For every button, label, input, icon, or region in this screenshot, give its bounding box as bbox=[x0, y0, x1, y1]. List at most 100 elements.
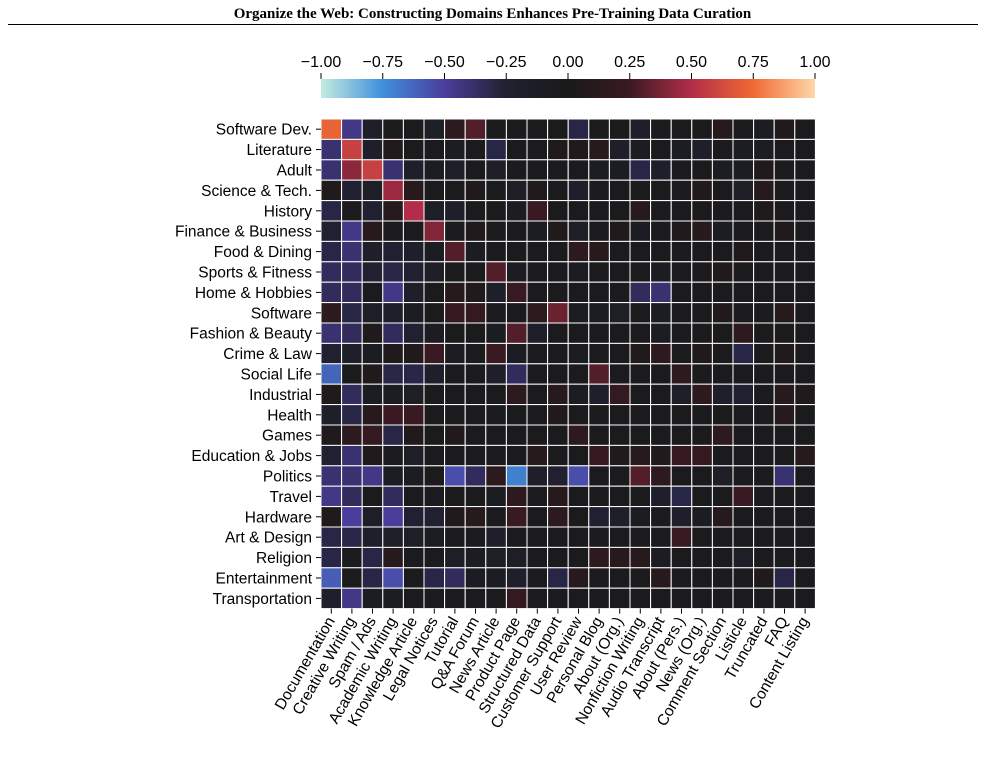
heatmap-cell bbox=[711, 179, 734, 202]
colorbar: −1.00 −0.75 −0.50 −0.25 0.00 0.25 0.50 0.75 1.00 bbox=[301, 54, 831, 98]
heatmap-cell bbox=[753, 567, 775, 589]
heatmap-cell bbox=[402, 220, 425, 242]
heatmap-cell bbox=[753, 138, 775, 161]
heatmap-cell bbox=[361, 383, 384, 406]
heatmap-cell bbox=[773, 465, 796, 487]
heatmap-cell bbox=[650, 444, 672, 467]
heatmap-cell bbox=[382, 220, 404, 242]
heatmap-cell bbox=[608, 240, 631, 263]
heatmap-cell bbox=[608, 526, 631, 548]
heatmap-cell bbox=[588, 404, 610, 426]
heatmap-cell bbox=[773, 322, 796, 344]
row-label: Health bbox=[267, 407, 312, 424]
heatmap-cell bbox=[753, 424, 775, 446]
heatmap-cell bbox=[732, 485, 755, 508]
heatmap-cell bbox=[670, 404, 693, 426]
heatmap-cell bbox=[526, 281, 549, 304]
heatmap-cell bbox=[526, 240, 549, 263]
heatmap-cell bbox=[485, 159, 507, 181]
heatmap-cell bbox=[650, 485, 672, 508]
heatmap-cell bbox=[341, 281, 363, 304]
heatmap-cell bbox=[382, 261, 404, 283]
heatmap-cell bbox=[608, 465, 631, 487]
heatmap-cell bbox=[320, 179, 343, 202]
heatmap-cell bbox=[567, 546, 590, 569]
heatmap-cell bbox=[691, 363, 713, 385]
heatmap-cell bbox=[691, 261, 713, 283]
heatmap-cell bbox=[588, 546, 610, 569]
colorbar-tick-label: 0.50 bbox=[676, 54, 707, 71]
heatmap-cell bbox=[711, 302, 734, 324]
heatmap-cell bbox=[320, 261, 343, 283]
heatmap-cell bbox=[629, 179, 652, 202]
heatmap-cell bbox=[547, 261, 569, 283]
heatmap-cell bbox=[402, 240, 425, 263]
heatmap-cell bbox=[505, 383, 528, 406]
heatmap-cell bbox=[629, 159, 652, 181]
heatmap-cell bbox=[567, 261, 590, 283]
heatmap-cell bbox=[794, 404, 816, 426]
heatmap-cell bbox=[794, 424, 816, 446]
heatmap-cell bbox=[505, 200, 528, 222]
heatmap-cell bbox=[794, 220, 816, 242]
heatmap-cell bbox=[464, 159, 487, 181]
heatmap-cell bbox=[753, 383, 775, 406]
heatmap-cell bbox=[505, 342, 528, 365]
colorbar-tick-label: 1.00 bbox=[799, 54, 830, 71]
heatmap-cell bbox=[732, 220, 755, 242]
heatmap-grid bbox=[320, 118, 816, 610]
heatmap-cell bbox=[361, 200, 384, 222]
heatmap-cell bbox=[547, 322, 569, 344]
heatmap-cell bbox=[773, 383, 796, 406]
heatmap-cell bbox=[464, 138, 487, 161]
heatmap-cell bbox=[320, 506, 343, 528]
heatmap-cell bbox=[567, 200, 590, 222]
heatmap-cell bbox=[402, 159, 425, 181]
heatmap-cell bbox=[382, 118, 404, 140]
heatmap-cell bbox=[464, 179, 487, 202]
heatmap-cell bbox=[320, 465, 343, 487]
heatmap-cell bbox=[629, 200, 652, 222]
heatmap-cell bbox=[320, 383, 343, 406]
heatmap-cell bbox=[341, 138, 363, 161]
heatmap-cell bbox=[547, 159, 569, 181]
heatmap-cell bbox=[773, 179, 796, 202]
heatmap-cell bbox=[753, 546, 775, 569]
heatmap-cell bbox=[320, 342, 343, 365]
heatmap-cell bbox=[505, 567, 528, 589]
heatmap-cell bbox=[320, 526, 343, 548]
heatmap-cell bbox=[753, 342, 775, 365]
heatmap-cell bbox=[423, 261, 446, 283]
heatmap-cell bbox=[382, 302, 404, 324]
heatmap-cell bbox=[464, 444, 487, 467]
heatmap-cell bbox=[711, 342, 734, 365]
heatmap-cell bbox=[547, 118, 569, 140]
heatmap-cell bbox=[382, 444, 404, 467]
heatmap-cell bbox=[423, 485, 446, 508]
heatmap-cell bbox=[794, 322, 816, 344]
heatmap-cell bbox=[547, 587, 569, 610]
heatmap-cell bbox=[361, 567, 384, 589]
heatmap-cell bbox=[382, 587, 404, 610]
heatmap-cell bbox=[526, 261, 549, 283]
heatmap-cell bbox=[608, 118, 631, 140]
heatmap-cell bbox=[711, 363, 734, 385]
heatmap-cell bbox=[526, 342, 549, 365]
heatmap-cell bbox=[588, 200, 610, 222]
colorbar-tick-label: −0.50 bbox=[424, 54, 465, 71]
heatmap-cell bbox=[773, 485, 796, 508]
heatmap-cell bbox=[650, 281, 672, 304]
heatmap-cell bbox=[361, 240, 384, 263]
heatmap-cell bbox=[341, 465, 363, 487]
heatmap-cell bbox=[341, 322, 363, 344]
heatmap-cell bbox=[567, 220, 590, 242]
heatmap-cell bbox=[773, 444, 796, 467]
heatmap-cell bbox=[588, 138, 610, 161]
heatmap-cell bbox=[650, 526, 672, 548]
heatmap-cell bbox=[732, 159, 755, 181]
heatmap-cell bbox=[382, 485, 404, 508]
heatmap-cell bbox=[670, 506, 693, 528]
heatmap-cell bbox=[423, 200, 446, 222]
heatmap-cell bbox=[505, 546, 528, 569]
heatmap-cell bbox=[588, 342, 610, 365]
